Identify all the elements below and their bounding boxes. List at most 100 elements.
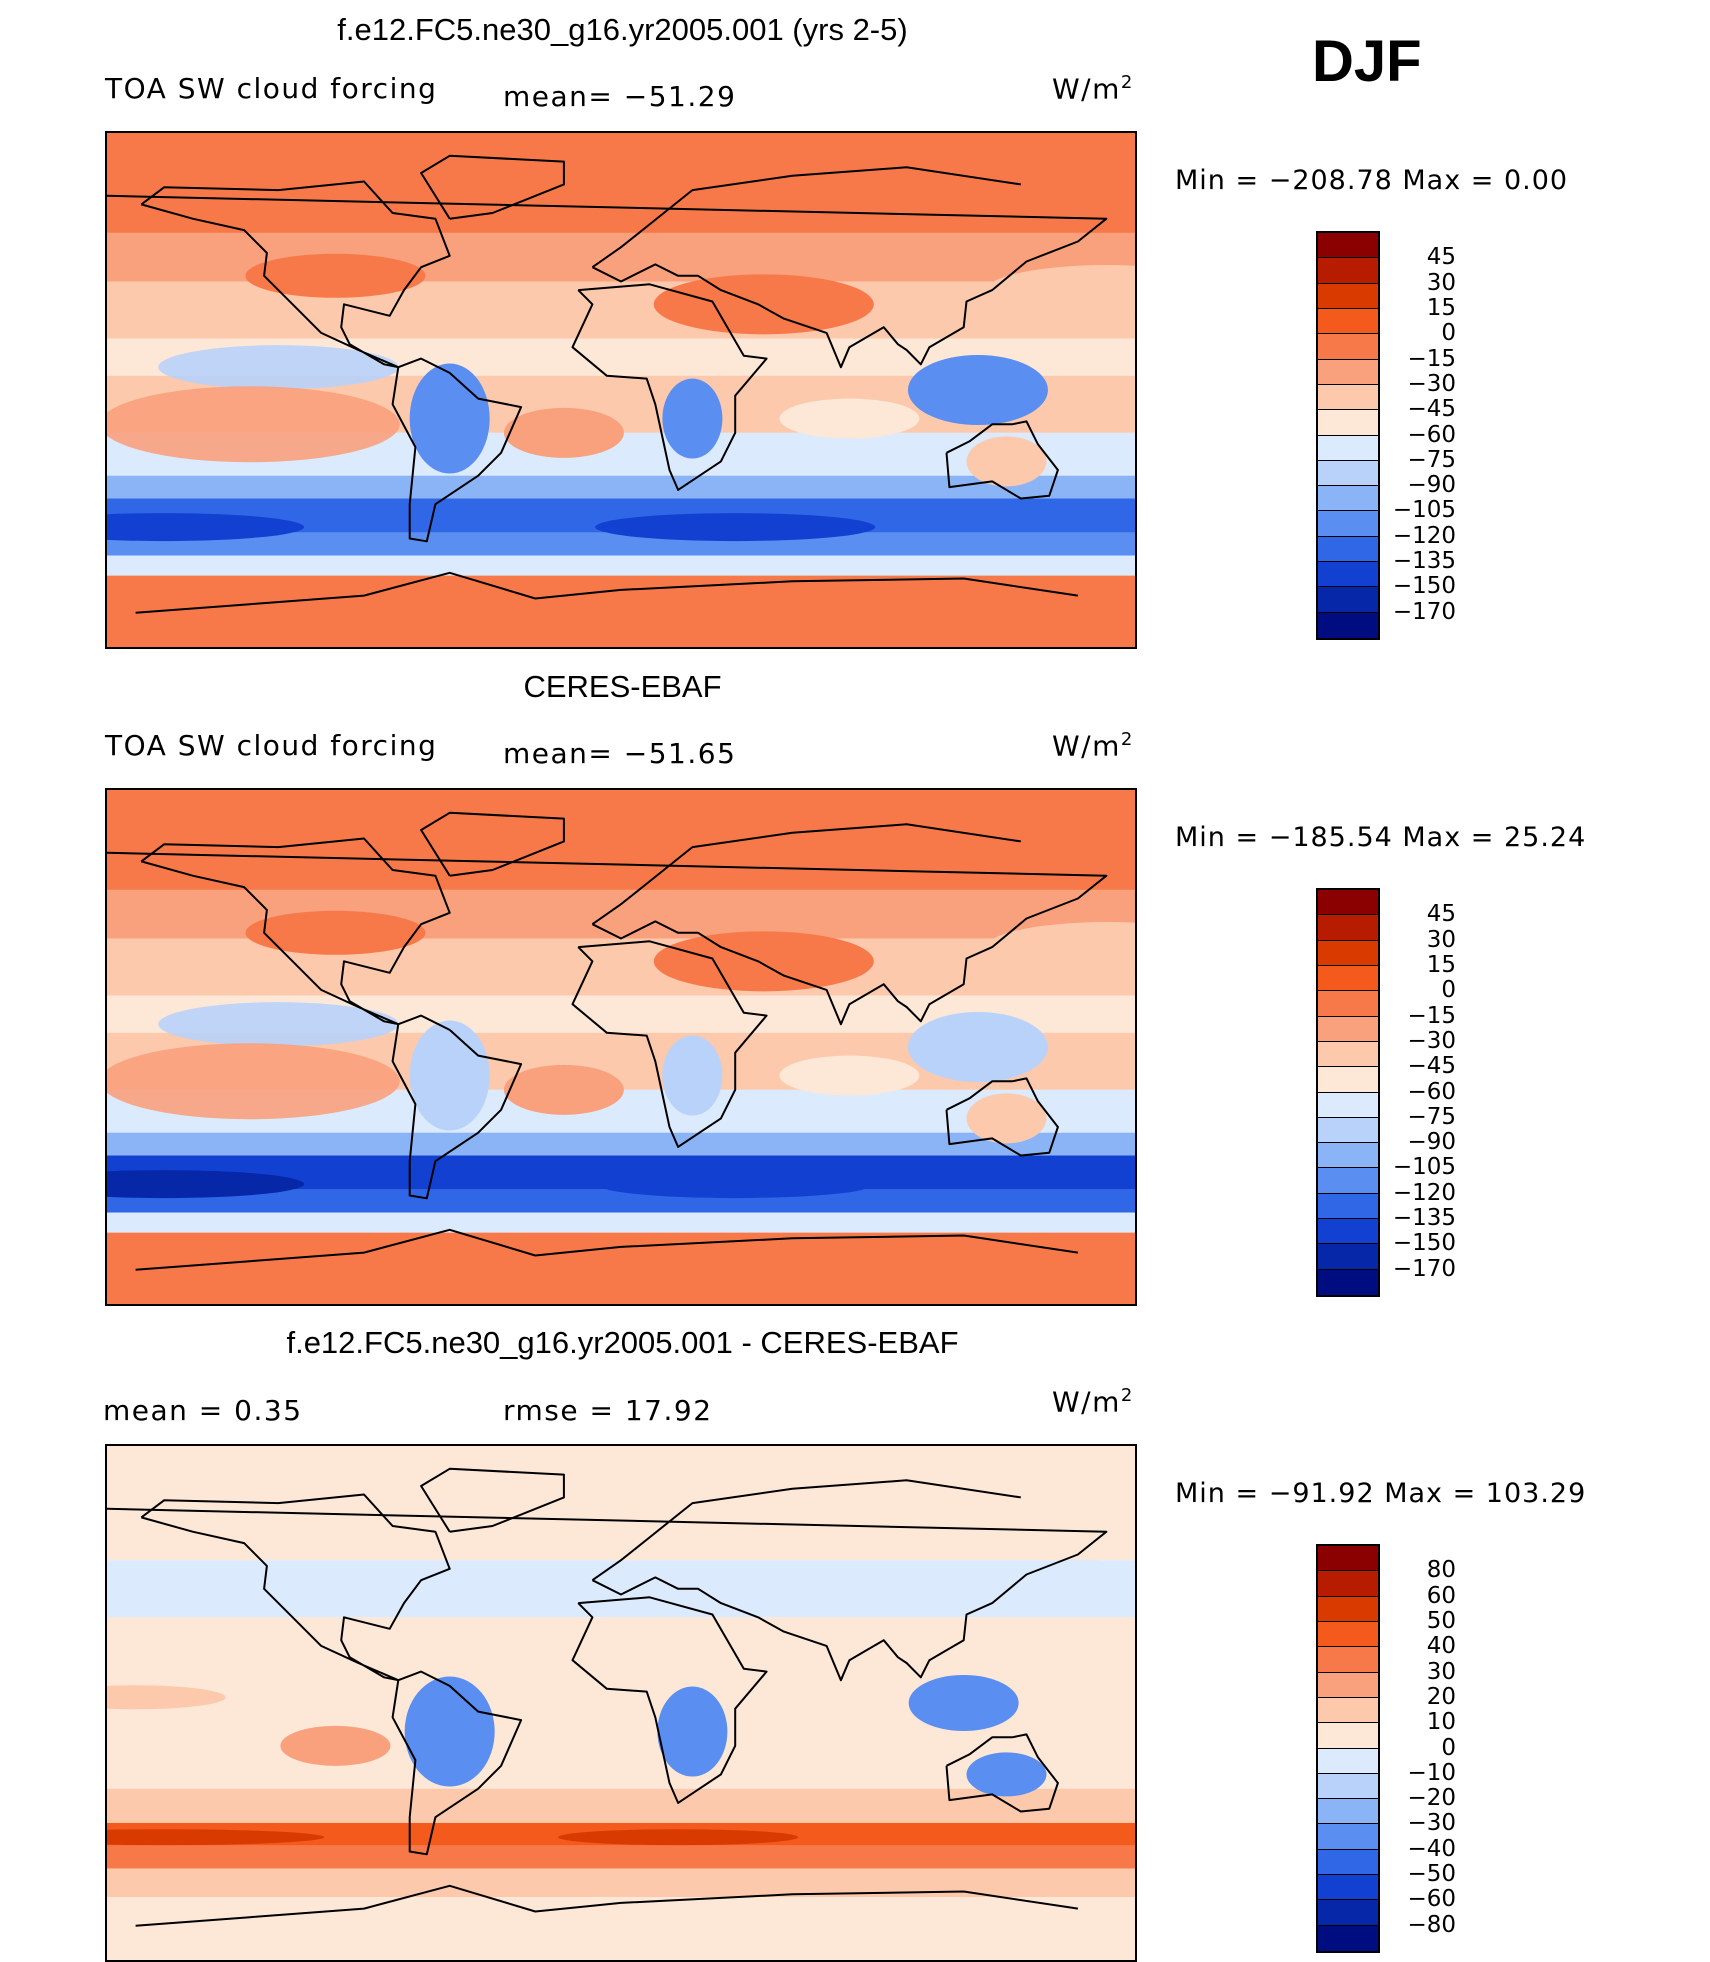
- colorbar-swatch: [1318, 1849, 1378, 1876]
- colorbar-swatch: [1318, 1773, 1378, 1800]
- colorbar-swatch: [1318, 536, 1378, 563]
- coastline: [391, 357, 523, 543]
- panel-3-map: [105, 1444, 1137, 1962]
- colorbar-swatch: [1318, 486, 1378, 512]
- coastline: [945, 1077, 1059, 1157]
- colorbar-swatch: [1318, 460, 1378, 487]
- colorbar-tick-label: −170: [1392, 1255, 1456, 1282]
- coastline: [420, 154, 565, 220]
- colorbar-swatch: [1318, 1621, 1378, 1648]
- colorbar-swatch: [1318, 384, 1378, 411]
- colorbar-tick-label: −135: [1392, 548, 1456, 575]
- colorbar-swatch: [1318, 1143, 1378, 1169]
- colorbar-swatch: [1318, 915, 1378, 941]
- colorbar-swatch: [1318, 1748, 1378, 1774]
- field-blob: [107, 513, 305, 542]
- coastline: [571, 283, 768, 491]
- field-band: [107, 1560, 1135, 1618]
- colorbar-swatch: [1318, 233, 1378, 259]
- panel-3-title: f.e12.FC5.ne30_g16.yr2005.001 - CERES-EB…: [286, 1325, 959, 1360]
- panel-2-variable: TOA SW cloud forcing: [105, 729, 438, 762]
- colorbar-tick-label: −90: [1407, 472, 1456, 499]
- colorbar-swatch: [1318, 1269, 1378, 1295]
- colorbar-tick-label: 45: [1426, 244, 1456, 271]
- colorbar-tick-label: −45: [1407, 1053, 1456, 1080]
- colorbar-tick-label: −105: [1392, 497, 1456, 524]
- colorbar-tick-label: −20: [1407, 1785, 1456, 1812]
- panel-2-map: [105, 788, 1137, 1306]
- field-blob: [966, 1093, 1047, 1144]
- field-blob: [107, 1170, 305, 1199]
- field-band: [107, 1788, 1135, 1823]
- panel-3-units: W/m2: [1052, 1385, 1134, 1419]
- coastline: [140, 180, 451, 369]
- colorbar-tick-label: 40: [1426, 1633, 1456, 1660]
- coastline: [140, 1493, 451, 1682]
- field-blob: [966, 1752, 1047, 1797]
- coastline: [391, 1014, 523, 1200]
- colorbar-tick-label: −90: [1407, 1129, 1456, 1156]
- colorbar-swatch: [1318, 1193, 1378, 1220]
- colorbar-swatch: [1318, 410, 1378, 436]
- colorbar-swatch: [1318, 1900, 1378, 1926]
- field-band: [107, 532, 1135, 556]
- field-blob: [107, 1685, 226, 1710]
- field-band: [107, 1897, 1135, 1960]
- colorbar-tick-label: 0: [1441, 1734, 1456, 1761]
- colorbar-swatch: [1318, 890, 1378, 916]
- field-blob: [503, 407, 624, 458]
- colorbar-swatch: [1318, 308, 1378, 335]
- field-blob: [107, 386, 400, 463]
- panel-1-minmax: Min = −208.78 Max = 0.00: [1175, 165, 1569, 196]
- colorbar-swatch: [1318, 258, 1378, 284]
- coastline: [107, 166, 1108, 369]
- field-blob: [503, 1064, 624, 1115]
- colorbar-swatch: [1318, 1596, 1378, 1622]
- field-band: [107, 1868, 1135, 1898]
- panel-1-map: [105, 131, 1137, 649]
- panel-2-colorbar: [1316, 888, 1380, 1297]
- field-blob: [907, 1012, 1048, 1082]
- colorbar-swatch: [1318, 283, 1378, 309]
- coastline: [571, 940, 768, 1148]
- colorbar-tick-label: −150: [1392, 1230, 1456, 1257]
- colorbar-swatch: [1318, 359, 1378, 385]
- colorbar-swatch: [1318, 1244, 1378, 1270]
- colorbar-swatch: [1318, 1697, 1378, 1724]
- field-blob: [907, 355, 1048, 425]
- colorbar-tick-label: 30: [1426, 269, 1456, 296]
- field-blob: [107, 1043, 400, 1120]
- field-blob: [426, 1574, 587, 1603]
- field-blob: [986, 922, 1135, 973]
- colorbar-swatch: [1318, 1067, 1378, 1093]
- colorbar-tick-label: 30: [1426, 926, 1456, 953]
- panel-3-rmse: rmse = 17.92: [503, 1394, 713, 1427]
- colorbar-tick-label: −120: [1392, 522, 1456, 549]
- field-blob: [595, 513, 876, 542]
- colorbar-tick-label: −15: [1407, 1002, 1456, 1029]
- panel-2-title: CERES-EBAF: [523, 669, 722, 704]
- colorbar-tick-label: 30: [1426, 1658, 1456, 1685]
- colorbar-tick-label: 15: [1426, 294, 1456, 321]
- colorbar-swatch: [1318, 991, 1378, 1017]
- panel-1-map-field: [107, 133, 1135, 647]
- field-blob: [653, 931, 874, 992]
- colorbar-tick-label: −135: [1392, 1205, 1456, 1232]
- colorbar-swatch: [1318, 1875, 1378, 1901]
- field-blob: [657, 1686, 728, 1777]
- field-blob: [158, 1002, 399, 1047]
- colorbar-tick-label: −75: [1407, 446, 1456, 473]
- colorbar-tick-label: −50: [1407, 1861, 1456, 1888]
- field-band: [107, 555, 1135, 576]
- field-band: [107, 1212, 1135, 1233]
- field-band: [107, 1845, 1135, 1869]
- field-band: [107, 475, 1135, 499]
- colorbar-tick-label: 0: [1441, 320, 1456, 347]
- field-blob: [1007, 1559, 1135, 1590]
- panel-1-mean: mean= −51.29: [503, 80, 737, 113]
- field-blob: [409, 1020, 490, 1131]
- field-blob: [245, 253, 426, 298]
- coastline: [135, 1884, 1079, 1927]
- colorbar-tick-label: 0: [1441, 977, 1456, 1004]
- panel-1-variable: TOA SW cloud forcing: [105, 72, 438, 105]
